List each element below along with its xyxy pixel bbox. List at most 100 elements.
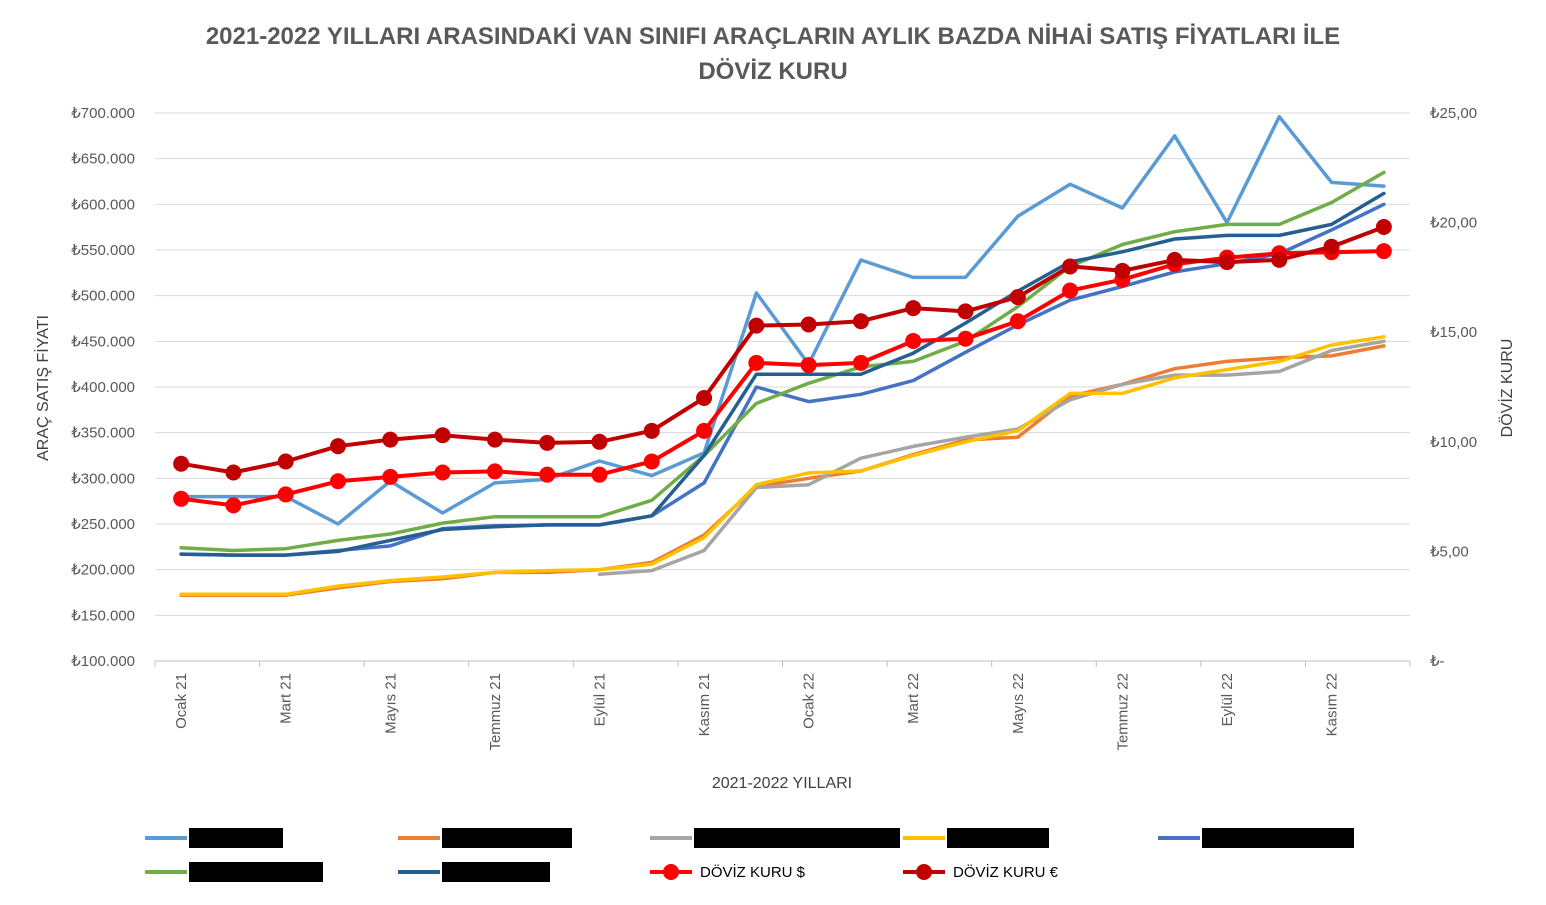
legend-label: DÖVİZ KURU $ bbox=[700, 863, 806, 881]
y-tick-label: ₺400.000 bbox=[71, 379, 135, 396]
series-line bbox=[179, 335, 1386, 597]
legend-label: DÖVİZ KURU € bbox=[953, 863, 1059, 881]
data-point bbox=[800, 357, 817, 374]
legend-item: DÖVİZ KURU $ bbox=[650, 863, 806, 881]
series-4 bbox=[179, 335, 1386, 597]
legend-marker bbox=[916, 864, 932, 880]
series-2 bbox=[179, 344, 1386, 597]
data-point bbox=[434, 464, 451, 481]
legend-marker bbox=[663, 864, 679, 880]
data-point bbox=[434, 427, 451, 444]
y-tick-label: ₺450.000 bbox=[71, 333, 135, 350]
data-point bbox=[539, 466, 556, 483]
y-tick-label: ₺700.000 bbox=[71, 105, 135, 122]
series-line bbox=[179, 170, 1386, 553]
data-point bbox=[382, 468, 399, 485]
redacted-label bbox=[442, 862, 550, 882]
legend-item bbox=[650, 828, 900, 848]
legend-item bbox=[398, 828, 572, 848]
series-3 bbox=[597, 339, 1386, 576]
series-line bbox=[179, 225, 1386, 475]
axes: ₺100.000 ₺150.000 ₺200.000 ₺250.000 ₺300.000… bbox=[71, 105, 1477, 751]
legend-item bbox=[1158, 828, 1354, 848]
series-6 bbox=[179, 170, 1386, 553]
y2-axis-title: DÖVİZ KURU bbox=[1497, 339, 1516, 438]
x-tick-label: Mayıs 22 bbox=[1010, 673, 1027, 734]
data-point bbox=[539, 434, 556, 451]
data-point bbox=[225, 464, 242, 481]
x-tick-label: Ocak 22 bbox=[801, 673, 818, 729]
data-point bbox=[748, 317, 765, 334]
y-tick-label: ₺300.000 bbox=[71, 470, 135, 487]
series-8 bbox=[173, 243, 1392, 514]
y2-tick-label: ₺15,00 bbox=[1430, 324, 1477, 341]
data-point bbox=[643, 453, 660, 470]
y-tick-label: ₺600.000 bbox=[71, 196, 135, 213]
series-line bbox=[179, 344, 1386, 597]
redacted-label bbox=[189, 828, 283, 848]
chart-title-line2: DÖVİZ KURU bbox=[698, 58, 847, 85]
y-tick-label: ₺250.000 bbox=[71, 516, 135, 533]
series-line bbox=[179, 114, 1386, 526]
y-tick-label: ₺200.000 bbox=[71, 562, 135, 579]
data-point bbox=[277, 453, 294, 470]
y-tick-label: ₺550.000 bbox=[71, 242, 135, 259]
x-tick-label: Kasım 22 bbox=[1324, 673, 1341, 736]
data-point bbox=[957, 330, 974, 347]
x-tick-label: Kasım 21 bbox=[696, 673, 713, 736]
x-tick-label: Temmuz 22 bbox=[1114, 673, 1131, 751]
data-point bbox=[382, 431, 399, 448]
y2-tick-label: ₺- bbox=[1430, 653, 1445, 670]
series-line bbox=[179, 249, 1386, 508]
y2-tick-label: ₺10,00 bbox=[1430, 434, 1477, 451]
redacted-label bbox=[442, 828, 572, 848]
data-point bbox=[486, 463, 503, 480]
data-point bbox=[173, 455, 190, 472]
series-9 bbox=[173, 218, 1392, 481]
legend-item bbox=[903, 828, 1049, 848]
x-tick-label: Mart 21 bbox=[278, 673, 295, 724]
series-1 bbox=[179, 114, 1386, 526]
data-point bbox=[905, 300, 922, 317]
data-point bbox=[1375, 218, 1392, 235]
data-point bbox=[800, 316, 817, 333]
y-tick-label: ₺100.000 bbox=[71, 653, 135, 670]
data-point bbox=[173, 490, 190, 507]
legend: DÖVİZ KURU $ DÖVİZ KURU € bbox=[145, 828, 1354, 882]
x-axis-title: 2021-2022 YILLARI bbox=[712, 775, 852, 792]
data-point bbox=[1062, 258, 1079, 275]
data-point bbox=[696, 389, 713, 406]
data-point bbox=[1375, 243, 1392, 260]
y-tick-label: ₺500.000 bbox=[71, 288, 135, 305]
data-point bbox=[643, 422, 660, 439]
series-line bbox=[597, 339, 1386, 576]
x-tick-label: Eylül 22 bbox=[1219, 673, 1236, 726]
y2-tick-label: ₺25,00 bbox=[1430, 105, 1477, 122]
data-point bbox=[1166, 251, 1183, 268]
data-point bbox=[330, 438, 347, 455]
x-tick-label: Eylül 21 bbox=[591, 673, 608, 726]
gridlines bbox=[155, 112, 1410, 616]
chart-title-line1: 2021-2022 YILLARI ARASINDAKİ VAN SINIFI … bbox=[206, 23, 1340, 50]
series-line bbox=[179, 191, 1386, 557]
data-point bbox=[1009, 289, 1026, 306]
redacted-label bbox=[189, 862, 323, 882]
data-point bbox=[748, 354, 765, 371]
data-point bbox=[277, 486, 294, 503]
data-point bbox=[957, 303, 974, 320]
data-point bbox=[1009, 313, 1026, 330]
y-tick-label: ₺150.000 bbox=[71, 607, 135, 624]
legend-item: DÖVİZ KURU € bbox=[903, 863, 1059, 881]
data-point bbox=[1062, 282, 1079, 299]
data-point bbox=[1271, 251, 1288, 268]
redacted-label bbox=[694, 828, 900, 848]
data-point bbox=[852, 313, 869, 330]
legend-item bbox=[398, 862, 550, 882]
data-point bbox=[486, 431, 503, 448]
y2-tick-label: ₺20,00 bbox=[1430, 215, 1477, 232]
data-point bbox=[591, 466, 608, 483]
data-point bbox=[1114, 262, 1131, 279]
data-point bbox=[591, 433, 608, 450]
y2-tick-label: ₺5,00 bbox=[1430, 543, 1469, 560]
